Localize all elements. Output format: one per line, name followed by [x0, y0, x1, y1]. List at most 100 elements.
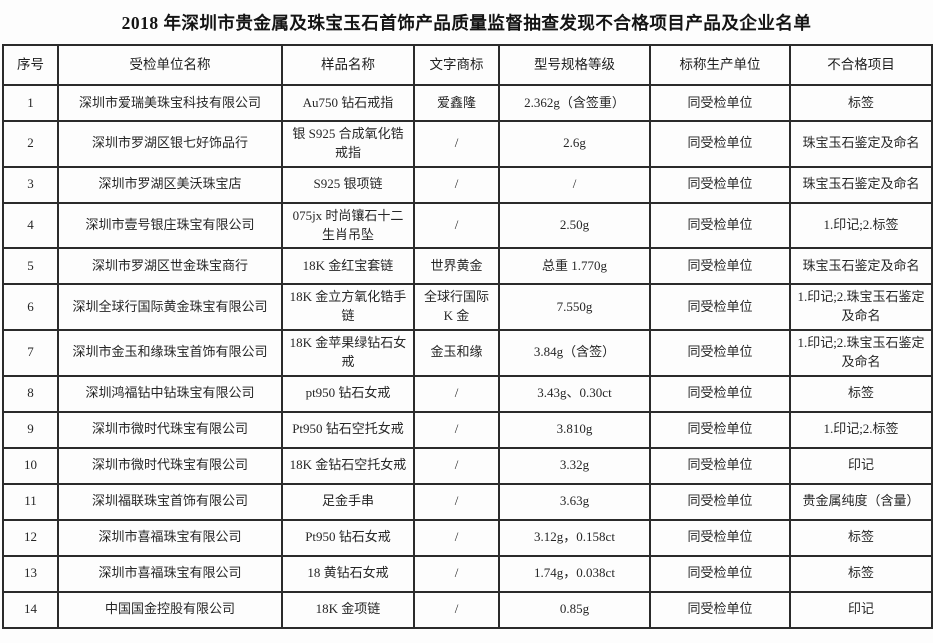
cell-model-spec-grade: 总重 1.770g — [498, 247, 651, 286]
cell-text-trademark: / — [413, 374, 500, 413]
cell-text-trademark: 爱鑫隆 — [413, 84, 500, 122]
cell-unit-name: 深圳鸿福钻中钻珠宝有限公司 — [57, 374, 283, 413]
cell-model-spec-grade: / — [498, 165, 651, 204]
cell-row-number: 12 — [2, 518, 59, 557]
cell-nominal-producer: 同受检单位 — [649, 410, 791, 449]
cell-defect-items: 珠宝玉石鉴定及命名 — [789, 165, 933, 204]
cell-nominal-producer: 同受检单位 — [649, 518, 791, 557]
cell-nominal-producer: 同受检单位 — [649, 283, 791, 332]
cell-unit-name: 深圳市罗湖区世金珠宝商行 — [57, 247, 283, 286]
cell-unit-name: 深圳全球行国际黄金珠宝有限公司 — [57, 283, 283, 332]
cell-nominal-producer: 同受检单位 — [649, 120, 791, 168]
cell-row-number: 7 — [2, 329, 59, 377]
cell-sample-name: 18K 金苹果绿钻石女戒 — [281, 329, 415, 377]
cell-defect-items: 印记 — [789, 446, 933, 485]
column-header-text-trademark: 文字商标 — [413, 44, 500, 86]
cell-nominal-producer: 同受检单位 — [649, 554, 791, 593]
column-header-defect-items: 不合格项目 — [789, 44, 933, 86]
table-row: 6 深圳全球行国际黄金珠宝有限公司 18K 金立方氧化锆手链 全球行国际K 金 7.55… — [2, 283, 933, 332]
cell-unit-name: 深圳市罗湖区美沃珠宝店 — [57, 165, 283, 204]
cell-text-trademark: / — [413, 590, 500, 629]
cell-model-spec-grade: 3.43g、0.30ct — [498, 374, 651, 413]
cell-text-trademark: / — [413, 482, 500, 521]
cell-text-trademark: / — [413, 120, 500, 168]
cell-defect-items: 印记 — [789, 590, 933, 629]
cell-sample-name: 18K 金立方氧化锆手链 — [281, 283, 415, 332]
cell-text-trademark: / — [413, 201, 500, 250]
cell-text-trademark: / — [413, 165, 500, 204]
cell-defect-items: 1.印记;2.珠宝玉石鉴定及命名 — [789, 283, 933, 332]
cell-row-number: 10 — [2, 446, 59, 485]
table-header-row: 序号 受检单位名称 样品名称 文字商标 型号规格等级 标称生产单位 不合格项目 — [2, 44, 933, 86]
cell-sample-name: 18K 金项链 — [281, 590, 415, 629]
table-row: 7 深圳市金玉和缘珠宝首饰有限公司 18K 金苹果绿钻石女戒 金玉和缘 3.84g（含签… — [2, 329, 933, 377]
cell-model-spec-grade: 2.50g — [498, 201, 651, 250]
cell-unit-name: 深圳市微时代珠宝有限公司 — [57, 446, 283, 485]
cell-sample-name: Au750 钻石戒指 — [281, 84, 415, 122]
cell-unit-name: 深圳市金玉和缘珠宝首饰有限公司 — [57, 329, 283, 377]
cell-row-number: 2 — [2, 120, 59, 168]
cell-unit-name: 深圳市微时代珠宝有限公司 — [57, 410, 283, 449]
table-row: 5 深圳市罗湖区世金珠宝商行 18K 金红宝套链 世界黄金 总重 1.770g 同受检单位… — [2, 247, 933, 286]
cell-nominal-producer: 同受检单位 — [649, 590, 791, 629]
table-row: 9 深圳市微时代珠宝有限公司 Pt950 钻石空托女戒/3.810g 同受检单位 1.印… — [2, 410, 933, 449]
cell-text-trademark: / — [413, 446, 500, 485]
column-header-sample-name: 样品名称 — [281, 44, 415, 86]
cell-row-number: 4 — [2, 201, 59, 250]
cell-defect-items: 标签 — [789, 84, 933, 122]
cell-sample-name: 075jx 时尚镶石十二生肖吊坠 — [281, 201, 415, 250]
table-row: 14 中国国金控股有限公司 18K 金项链/0.85g 同受检单位 印记 — [2, 590, 933, 629]
cell-text-trademark: 全球行国际K 金 — [413, 283, 500, 332]
cell-model-spec-grade: 3.12g，0.158ct — [498, 518, 651, 557]
cell-text-trademark: / — [413, 410, 500, 449]
cell-defect-items: 1.印记;2.标签 — [789, 410, 933, 449]
cell-nominal-producer: 同受检单位 — [649, 165, 791, 204]
cell-row-number: 9 — [2, 410, 59, 449]
cell-defect-items: 1.印记;2.标签 — [789, 201, 933, 250]
table-row: 4 深圳市壹号银庄珠宝有限公司 075jx 时尚镶石十二生肖吊坠/2.50g 同受检单… — [2, 201, 933, 250]
table-row: 10 深圳市微时代珠宝有限公司 18K 金钻石空托女戒/3.32g 同受检单位 印记 — [2, 446, 933, 485]
cell-model-spec-grade: 3.810g — [498, 410, 651, 449]
cell-nominal-producer: 同受检单位 — [649, 446, 791, 485]
table-body: 1 深圳市爱瑞美珠宝科技有限公司 Au750 钻石戒指 爱鑫隆 2.362g（含签重）同… — [2, 84, 933, 629]
cell-model-spec-grade: 1.74g，0.038ct — [498, 554, 651, 593]
cell-row-number: 6 — [2, 283, 59, 332]
cell-defect-items: 珠宝玉石鉴定及命名 — [789, 120, 933, 168]
column-header-unit-name: 受检单位名称 — [57, 44, 283, 86]
cell-unit-name: 深圳市罗湖区银七好饰品行 — [57, 120, 283, 168]
header-row: 序号 受检单位名称 样品名称 文字商标 型号规格等级 标称生产单位 不合格项目 — [2, 44, 933, 86]
cell-nominal-producer: 同受检单位 — [649, 482, 791, 521]
table-row: 12 深圳市喜福珠宝有限公司 Pt950 钻石女戒/3.12g，0.158ct 同受检… — [2, 518, 933, 557]
cell-model-spec-grade: 2.362g（含签重） — [498, 84, 651, 122]
cell-defect-items: 贵金属纯度（含量） — [789, 482, 933, 521]
cell-row-number: 13 — [2, 554, 59, 593]
cell-sample-name: S925 银项链 — [281, 165, 415, 204]
cell-nominal-producer: 同受检单位 — [649, 84, 791, 122]
cell-defect-items: 标签 — [789, 518, 933, 557]
cell-row-number: 14 — [2, 590, 59, 629]
cell-row-number: 5 — [2, 247, 59, 286]
cell-sample-name: pt950 钻石女戒 — [281, 374, 415, 413]
table-row: 8 深圳鸿福钻中钻珠宝有限公司 pt950 钻石女戒/3.43g、0.30ct 同受检… — [2, 374, 933, 413]
cell-sample-name: 足金手串 — [281, 482, 415, 521]
page-title: 2018 年深圳市贵金属及珠宝玉石首饰产品质量监督抽查发现不合格项目产品及企业名… — [121, 12, 812, 33]
cell-defect-items: 1.印记;2.珠宝玉石鉴定及命名 — [789, 329, 933, 377]
inspection-table: 序号 受检单位名称 样品名称 文字商标 型号规格等级 标称生产单位 不合格项目 1 深圳市爱瑞… — [2, 44, 933, 629]
cell-unit-name: 深圳市壹号银庄珠宝有限公司 — [57, 201, 283, 250]
cell-sample-name: 18K 金红宝套链 — [281, 247, 415, 286]
cell-nominal-producer: 同受检单位 — [649, 247, 791, 286]
cell-unit-name: 深圳市喜福珠宝有限公司 — [57, 518, 283, 557]
cell-unit-name: 深圳市喜福珠宝有限公司 — [57, 554, 283, 593]
cell-model-spec-grade: 3.63g — [498, 482, 651, 521]
cell-text-trademark: / — [413, 554, 500, 593]
cell-row-number: 3 — [2, 165, 59, 204]
cell-unit-name: 中国国金控股有限公司 — [57, 590, 283, 629]
cell-model-spec-grade: 7.550g — [498, 283, 651, 332]
cell-nominal-producer: 同受检单位 — [649, 329, 791, 377]
table-row: 1 深圳市爱瑞美珠宝科技有限公司 Au750 钻石戒指 爱鑫隆 2.362g（含签重）同… — [2, 84, 933, 122]
table-row: 2 深圳市罗湖区银七好饰品行银 S925 合成氧化锆戒指/2.6g 同受检单位 珠宝玉… — [2, 120, 933, 168]
cell-sample-name: Pt950 钻石空托女戒 — [281, 410, 415, 449]
cell-text-trademark: 世界黄金 — [413, 247, 500, 286]
cell-text-trademark: / — [413, 518, 500, 557]
cell-text-trademark: 金玉和缘 — [413, 329, 500, 377]
